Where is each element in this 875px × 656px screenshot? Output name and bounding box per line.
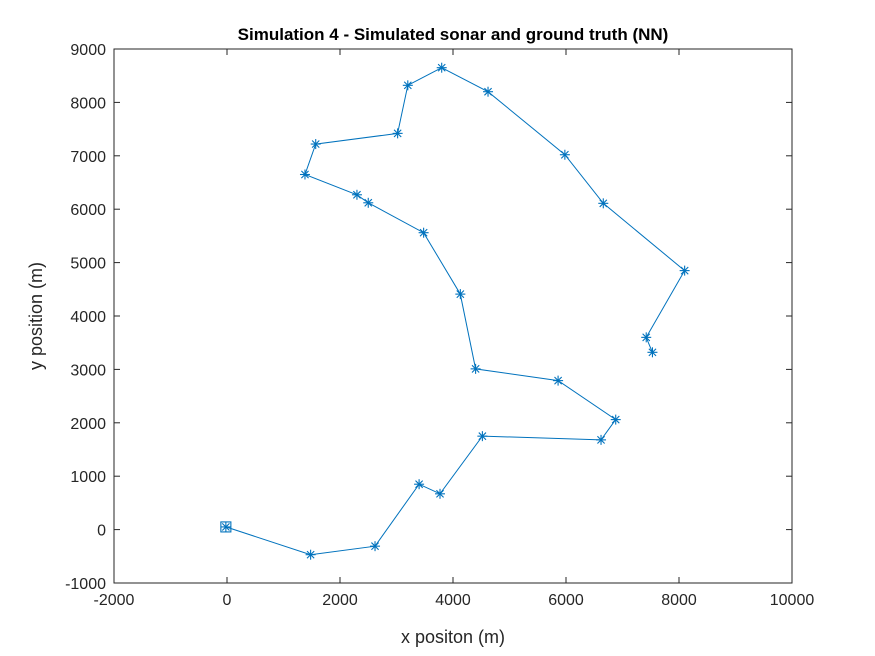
data-point xyxy=(299,169,310,180)
y-tick-label: 5000 xyxy=(70,256,106,273)
chart-title: Simulation 4 - Simulated sonar and groun… xyxy=(238,25,669,44)
y-tick-label: 3000 xyxy=(70,362,106,379)
data-point xyxy=(598,198,609,209)
x-tick-label: 10000 xyxy=(770,592,815,609)
data-point xyxy=(596,434,607,445)
data-point xyxy=(392,128,403,139)
data-point xyxy=(553,375,564,386)
y-tick-label: -1000 xyxy=(65,576,106,593)
data-point xyxy=(220,521,231,532)
x-tick-label: 4000 xyxy=(435,592,471,609)
data-point xyxy=(414,479,425,490)
y-tick-label: 0 xyxy=(97,523,106,540)
data-point xyxy=(647,347,658,358)
data-point xyxy=(436,62,447,73)
data-point xyxy=(641,332,652,343)
x-tick-label: 0 xyxy=(223,592,232,609)
x-tick-label: -2000 xyxy=(94,592,135,609)
x-axis-label: x positon (m) xyxy=(401,627,505,647)
data-point xyxy=(470,363,481,374)
data-point xyxy=(370,541,381,552)
x-tick-label: 6000 xyxy=(548,592,584,609)
data-point xyxy=(305,549,316,560)
y-tick-label: 7000 xyxy=(70,149,106,166)
y-axis-label: y position (m) xyxy=(26,262,46,370)
y-tick-label: 2000 xyxy=(70,416,106,433)
data-point xyxy=(559,149,570,160)
x-tick-label: 2000 xyxy=(322,592,358,609)
y-tick-label: 6000 xyxy=(70,202,106,219)
data-layer xyxy=(220,62,690,560)
y-tick-label: 9000 xyxy=(70,42,106,59)
data-point xyxy=(483,86,494,97)
x-tick-label: 8000 xyxy=(661,592,697,609)
data-point xyxy=(477,431,488,442)
data-point xyxy=(418,227,429,238)
data-point xyxy=(679,265,690,276)
y-tick-label: 8000 xyxy=(70,95,106,112)
start-marker xyxy=(220,521,232,533)
data-point xyxy=(363,197,374,208)
tick-layer: -2000 0 2000 4000 6000 8000 10000 -1000 0 1000 200… xyxy=(65,42,814,609)
plot-area xyxy=(114,49,792,583)
data-point xyxy=(455,289,466,300)
data-point xyxy=(610,414,621,425)
data-point xyxy=(435,488,446,499)
data-point xyxy=(402,80,413,91)
data-point xyxy=(310,139,321,150)
data-point xyxy=(351,189,362,200)
y-tick-label: 1000 xyxy=(70,469,106,486)
y-tick-label: 4000 xyxy=(70,309,106,326)
